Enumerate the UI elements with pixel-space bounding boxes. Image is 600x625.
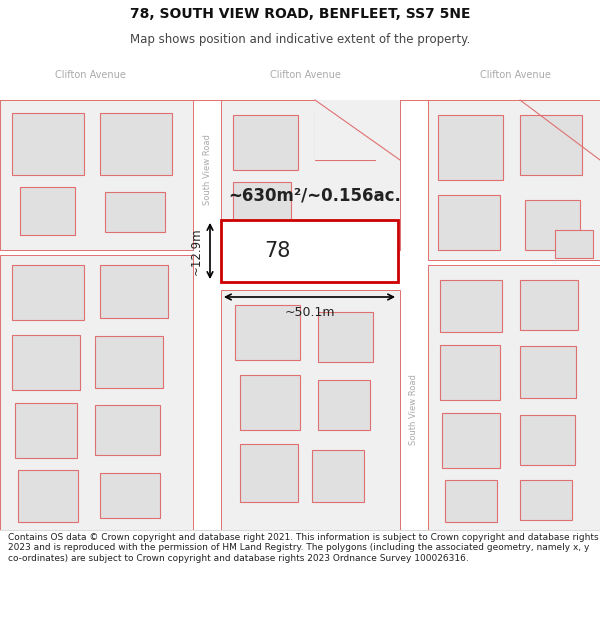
Bar (442, 413, 500, 468)
Text: Clifton Avenue: Clifton Avenue (55, 70, 125, 80)
Bar (18, 470, 78, 522)
Text: South View Road: South View Road (409, 374, 419, 446)
Bar (20, 187, 75, 235)
Bar (445, 480, 497, 522)
Bar (318, 312, 373, 362)
Bar (0, 50, 600, 100)
Bar (520, 346, 576, 398)
Bar (440, 345, 500, 400)
Bar (193, 50, 221, 530)
Text: ~12.9m: ~12.9m (190, 227, 203, 275)
Text: Map shows position and indicative extent of the property.: Map shows position and indicative extent… (130, 32, 470, 46)
Bar (12, 265, 84, 320)
Bar (12, 113, 84, 175)
Text: South View Road: South View Road (203, 134, 212, 206)
Polygon shape (221, 290, 400, 530)
Bar (555, 230, 593, 258)
Bar (520, 115, 582, 175)
Bar (240, 444, 298, 502)
Text: ~630m²/~0.156ac.: ~630m²/~0.156ac. (229, 186, 401, 204)
Polygon shape (221, 100, 400, 250)
Bar (95, 405, 160, 455)
Bar (100, 113, 172, 175)
Bar (95, 336, 163, 388)
Bar (520, 415, 575, 465)
Polygon shape (0, 255, 193, 530)
Text: Clifton Avenue: Clifton Avenue (479, 70, 550, 80)
Bar (525, 200, 580, 250)
Bar (315, 112, 375, 160)
Text: Contains OS data © Crown copyright and database right 2021. This information is : Contains OS data © Crown copyright and d… (8, 533, 598, 562)
Bar (100, 473, 160, 518)
Text: 78: 78 (265, 241, 291, 261)
Bar (221, 220, 398, 282)
Polygon shape (0, 100, 193, 250)
Text: 78, SOUTH VIEW ROAD, BENFLEET, SS7 5NE: 78, SOUTH VIEW ROAD, BENFLEET, SS7 5NE (130, 7, 470, 21)
Bar (440, 280, 502, 332)
Bar (318, 380, 370, 430)
Text: Clifton Avenue: Clifton Avenue (269, 70, 340, 80)
Text: ~50.1m: ~50.1m (284, 306, 335, 319)
Bar (233, 182, 291, 230)
Bar (438, 195, 500, 250)
Bar (15, 403, 77, 458)
Bar (235, 305, 300, 360)
Bar (240, 375, 300, 430)
Bar (520, 280, 578, 330)
Bar (438, 115, 503, 180)
Bar (520, 480, 572, 520)
Bar (100, 265, 168, 318)
Polygon shape (428, 265, 600, 530)
Polygon shape (315, 100, 400, 160)
Bar (400, 50, 428, 530)
Bar (105, 192, 165, 232)
Polygon shape (428, 100, 600, 260)
Bar (233, 115, 298, 170)
Bar (312, 450, 364, 502)
Bar (12, 335, 80, 390)
